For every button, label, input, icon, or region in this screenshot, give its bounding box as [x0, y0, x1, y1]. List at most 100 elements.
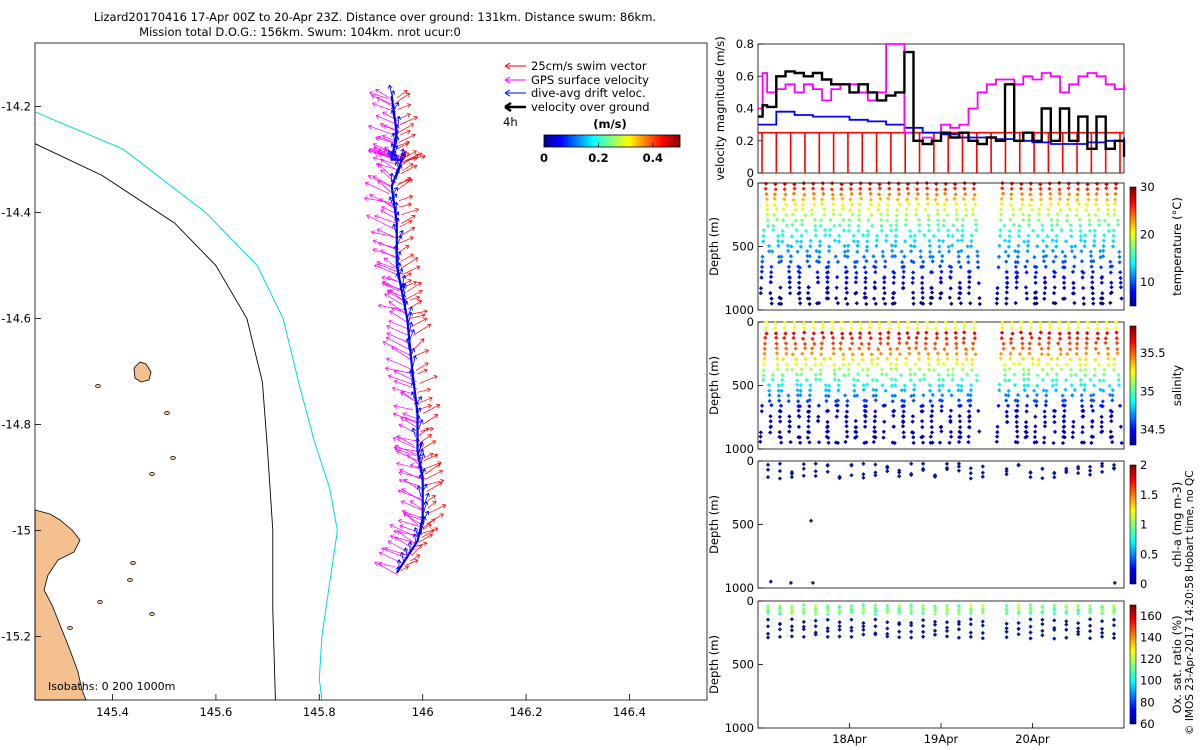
data-point: [1006, 393, 1011, 398]
data-point: [943, 326, 949, 331]
scatter-points-temperature: [758, 180, 1124, 307]
colorbar-tick-label: 34.5: [1140, 423, 1166, 437]
data-point: [777, 611, 783, 617]
data-point: [906, 201, 912, 207]
data-point: [1057, 331, 1062, 336]
data-point: [881, 429, 886, 434]
data-point: [779, 388, 784, 394]
data-point: [784, 351, 789, 356]
data-point: [913, 346, 919, 351]
data-point: [821, 191, 826, 196]
data-point: [1077, 356, 1083, 362]
swim-vector: [398, 194, 413, 202]
data-point: [1089, 285, 1095, 290]
data-point: [1078, 377, 1084, 383]
data-point: [1004, 466, 1009, 472]
data-point: [1067, 192, 1072, 197]
gps-vector: [372, 239, 397, 250]
data-point: [1108, 429, 1113, 434]
data-point: [906, 335, 911, 340]
data-point: [1009, 186, 1014, 191]
data-point: [765, 606, 771, 611]
map-x-tick-label: 146.2: [510, 705, 543, 719]
data-point: [797, 404, 803, 409]
data-point: [760, 259, 765, 264]
data-point: [758, 286, 764, 291]
data-point: [794, 362, 799, 367]
data-point: [1081, 296, 1086, 301]
data-point: [808, 367, 814, 372]
data-point-outlier: [1112, 580, 1117, 586]
data-point: [946, 388, 952, 393]
data-point: [888, 361, 894, 367]
data-point: [816, 414, 821, 419]
data-point: [1026, 377, 1031, 382]
data-point: [776, 383, 781, 388]
data-point: [1043, 399, 1049, 404]
data-point: [999, 201, 1004, 207]
data-point: [826, 248, 832, 254]
data-point: [820, 181, 825, 186]
data-point: [938, 291, 943, 296]
data-point: [779, 382, 785, 387]
data-point: [1009, 196, 1014, 201]
data-point: [888, 351, 893, 357]
data-point: [844, 275, 849, 280]
data-point: [908, 372, 913, 377]
data-point: [832, 377, 838, 382]
data-point: [1046, 352, 1051, 357]
data-point: [1087, 472, 1093, 477]
data-point: [1070, 434, 1075, 440]
data-point: [1044, 244, 1049, 249]
data-point: [889, 366, 894, 372]
data-point: [909, 611, 914, 616]
data-point: [767, 249, 772, 254]
data-point: [897, 622, 902, 627]
swim-vector: [411, 309, 428, 315]
data-point: [1052, 414, 1057, 419]
data-point: [1032, 290, 1038, 295]
data-point: [1070, 430, 1076, 435]
data-point: [758, 290, 763, 296]
data-point: [930, 392, 935, 398]
data-point: [1015, 270, 1020, 275]
data-point: [929, 413, 934, 419]
data-point: [765, 611, 771, 616]
data-point: [935, 218, 941, 223]
data-point: [827, 233, 832, 238]
data-point: [801, 606, 806, 612]
map-x-tick-label: 146: [412, 705, 434, 719]
data-point: [894, 357, 899, 362]
data-point: [969, 367, 974, 373]
data-point: [1087, 623, 1093, 628]
data-point: [800, 336, 806, 341]
data-point: [1052, 285, 1057, 290]
data-point: [860, 357, 865, 362]
data-point: [788, 439, 793, 445]
data-point: [1004, 409, 1009, 414]
data-point: [873, 612, 878, 617]
data-point: [873, 265, 878, 270]
data-point: [780, 233, 785, 238]
data-point: [916, 217, 922, 223]
data-point: [769, 264, 774, 270]
data-point: [801, 181, 806, 186]
colorbar-tick-label: 100: [1140, 674, 1162, 688]
data-point: [1051, 440, 1056, 446]
data-point: [1104, 320, 1109, 325]
data-point: [890, 399, 895, 404]
data-point: [1088, 377, 1093, 382]
swim-vector: [426, 482, 443, 492]
data-point: [1117, 249, 1122, 255]
data-point: [789, 617, 795, 622]
data-point: [1099, 419, 1104, 425]
data-point: [800, 351, 805, 356]
data-point: [956, 635, 962, 640]
data-point: [1073, 372, 1078, 377]
gps-vector: [386, 357, 414, 371]
data-point: [812, 356, 818, 361]
data-point: [1042, 275, 1047, 280]
swim-vector: [400, 257, 419, 269]
data-point: [792, 320, 797, 325]
data-point: [863, 409, 868, 414]
